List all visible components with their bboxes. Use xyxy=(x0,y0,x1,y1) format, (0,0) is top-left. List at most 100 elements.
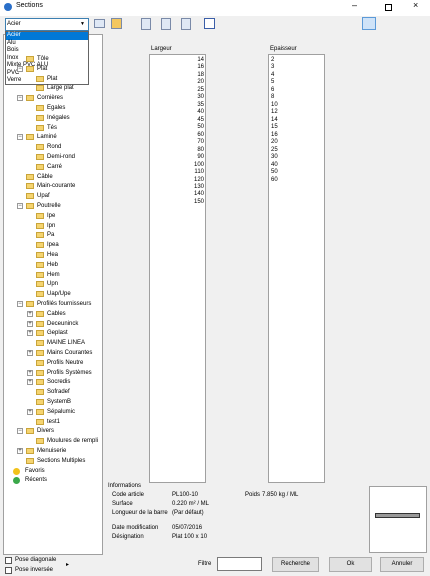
tree-item[interactable]: Tés xyxy=(47,124,58,131)
tree-item[interactable]: Hem xyxy=(47,271,60,278)
tree-item[interactable]: Inégales xyxy=(47,114,70,121)
tree-item[interactable]: Geplast xyxy=(47,330,68,337)
dropdown-option[interactable]: PVC xyxy=(7,69,20,76)
tree-item[interactable]: Egales xyxy=(47,105,66,111)
tree-item[interactable]: Upn xyxy=(47,281,59,288)
list-item[interactable]: 30 xyxy=(197,94,204,101)
cancel-button[interactable]: Annuler xyxy=(380,557,424,572)
tree-item[interactable]: Upaf xyxy=(37,193,50,200)
list-item[interactable]: 30 xyxy=(271,154,278,161)
tree-item[interactable]: Carré xyxy=(47,163,63,170)
list-item[interactable]: 35 xyxy=(197,101,204,108)
tree-item[interactable]: Sections Multiples xyxy=(37,457,86,464)
tree-item[interactable]: Hea xyxy=(47,252,59,258)
toolbar-button[interactable] xyxy=(94,19,105,28)
tree-item[interactable]: Ipea xyxy=(47,242,59,249)
material-dropdown[interactable] xyxy=(5,18,89,31)
list-item[interactable]: 40 xyxy=(197,109,204,116)
checkbox[interactable] xyxy=(5,567,12,574)
tree-item[interactable]: Large plat xyxy=(47,85,74,92)
epaisseur-list[interactable] xyxy=(268,54,325,483)
expand-arrow[interactable]: ▸ xyxy=(66,562,70,568)
tree-item[interactable]: Main-courante xyxy=(37,183,76,190)
tree-item[interactable]: Mains Courantes xyxy=(47,350,93,356)
tree-item[interactable]: Moulures de rempli xyxy=(47,438,99,445)
tree-expander[interactable]: + xyxy=(27,330,33,337)
tree-item[interactable]: Pa xyxy=(47,232,55,239)
tree-expander[interactable]: − xyxy=(17,301,23,307)
tree-expander[interactable]: + xyxy=(27,379,33,386)
tree-item[interactable]: Profils Systèmes xyxy=(47,369,92,376)
tree-expander[interactable]: + xyxy=(17,448,23,454)
dropdown-option[interactable]: Acier xyxy=(6,32,88,40)
list-item[interactable]: 45 xyxy=(197,116,204,123)
tree-item[interactable]: Sofradef xyxy=(47,389,70,396)
tree-item[interactable]: Profils Neutre xyxy=(47,359,84,366)
list-item[interactable]: 16 xyxy=(197,64,204,71)
tree-expander[interactable]: + xyxy=(27,310,33,317)
dropdown-arrow[interactable]: ▼ xyxy=(80,21,85,27)
search-button[interactable]: Recherche xyxy=(272,557,319,572)
list-item[interactable]: 18 xyxy=(197,71,204,78)
tree-item[interactable]: Demi-rond xyxy=(47,154,76,160)
list-item[interactable]: 8 xyxy=(271,94,275,101)
maximize-button[interactable] xyxy=(385,4,392,11)
list-item[interactable]: 60 xyxy=(197,131,204,138)
list-item[interactable]: 4 xyxy=(271,71,275,78)
tree-expander[interactable]: + xyxy=(27,369,33,376)
tree-item[interactable]: Uap/Upe xyxy=(47,291,71,298)
list-item[interactable]: 25 xyxy=(197,86,204,93)
list-item[interactable]: 14 xyxy=(271,116,278,123)
list-item[interactable]: 20 xyxy=(271,139,278,146)
tree-item[interactable]: Sépalumic xyxy=(47,408,76,415)
tree-item[interactable]: Divers xyxy=(37,428,55,435)
tree-item[interactable]: Câble xyxy=(37,173,53,180)
tree-expander[interactable]: − xyxy=(17,428,23,435)
tree-item[interactable]: Heb xyxy=(47,261,59,268)
toolbar-button[interactable] xyxy=(141,18,151,30)
tree-item[interactable]: Cables xyxy=(47,310,66,317)
dropdown-option[interactable]: Verre xyxy=(7,77,22,83)
list-item[interactable]: 14 xyxy=(197,57,204,63)
tree-item[interactable]: Menuiserie xyxy=(37,448,67,454)
list-item[interactable]: 2 xyxy=(271,57,275,63)
shortcut-item[interactable]: Récents xyxy=(25,477,48,484)
tree-expander[interactable]: − xyxy=(17,203,23,209)
filter-input[interactable] xyxy=(217,557,262,571)
list-item[interactable]: 60 xyxy=(271,176,278,183)
tree-item[interactable]: test1 xyxy=(47,418,61,425)
tree-item[interactable]: SystemB xyxy=(47,399,72,405)
checkbox[interactable] xyxy=(5,557,12,564)
open-folder-button[interactable] xyxy=(362,17,376,30)
dropdown-option[interactable]: Bois xyxy=(7,47,19,53)
toolbar-button[interactable] xyxy=(181,18,191,30)
list-item[interactable]: 140 xyxy=(193,191,204,198)
tree-item[interactable]: Plat xyxy=(47,75,58,82)
tree-expander[interactable]: + xyxy=(27,320,33,327)
list-item[interactable]: 70 xyxy=(197,139,204,146)
list-item[interactable]: 80 xyxy=(197,146,204,153)
list-item[interactable]: 50 xyxy=(271,169,278,176)
list-item[interactable]: 5 xyxy=(271,79,275,86)
tree-expander[interactable]: + xyxy=(27,408,33,415)
tree-item[interactable]: Poutrelle xyxy=(37,203,61,209)
list-item[interactable]: 40 xyxy=(271,161,278,168)
list-item[interactable]: 130 xyxy=(193,183,204,190)
list-item[interactable]: 90 xyxy=(197,154,204,161)
list-item[interactable]: 20 xyxy=(197,79,204,86)
list-item[interactable]: 50 xyxy=(197,124,204,131)
toolbar-button[interactable] xyxy=(161,18,171,30)
tree-item[interactable]: Socredis xyxy=(47,379,71,386)
tree-expander[interactable]: − xyxy=(17,65,23,72)
list-item[interactable]: 16 xyxy=(271,131,278,138)
minimize-button[interactable]: – xyxy=(352,0,358,10)
list-item[interactable]: 110 xyxy=(194,169,204,176)
list-item[interactable]: 15 xyxy=(271,124,278,131)
shortcut-item[interactable]: Favoris xyxy=(25,467,45,474)
list-item[interactable]: 12 xyxy=(271,109,278,116)
dropdown-option[interactable]: Mixte PVC ALU xyxy=(7,62,49,68)
list-item[interactable]: 10 xyxy=(271,101,278,108)
tree-item[interactable]: Plat xyxy=(37,65,48,72)
tree-item[interactable]: Laminé xyxy=(37,134,57,141)
ok-button[interactable]: Ok xyxy=(329,557,372,572)
